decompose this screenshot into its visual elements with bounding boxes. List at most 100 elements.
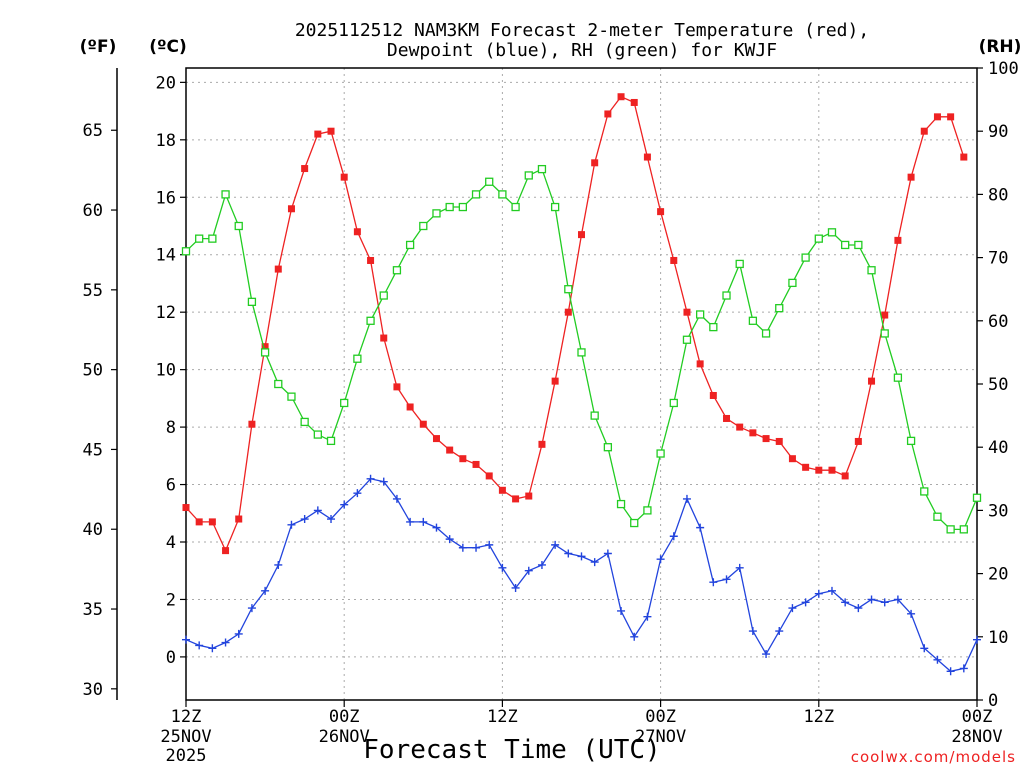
temperature-point [195, 518, 203, 526]
rh-point [735, 259, 744, 269]
rh-point [827, 228, 837, 237]
time-tick-label: 27NOV [635, 727, 686, 747]
rh-point [247, 297, 257, 306]
rh-tick-label: 40 [988, 438, 1008, 458]
rh-point [511, 202, 520, 212]
dewpoint-point [603, 549, 612, 558]
temperature-point [274, 265, 282, 273]
temperature-point [459, 455, 467, 463]
dewpoint-point [867, 595, 876, 604]
temperature-point [670, 256, 678, 264]
temperature-point [564, 308, 572, 316]
rh-point [722, 291, 731, 300]
chart-title-line1: 2025112512 NAM3KM Forecast 2-meter Tempe… [295, 20, 869, 41]
dewpoint-point [656, 555, 665, 564]
rh-point [458, 202, 468, 212]
fahrenheit-tick-label: 50 [83, 361, 103, 381]
temperature-point [327, 127, 335, 135]
dewpoint-point [195, 641, 204, 650]
dewpoint-point [577, 552, 586, 561]
temperature-point [788, 455, 796, 463]
temperature-point [538, 440, 546, 448]
temperature-point [828, 466, 836, 474]
rh-point [498, 190, 507, 199]
dewpoint-point [432, 523, 441, 532]
dewpoint-point [907, 609, 916, 618]
dewpoint-point [485, 540, 494, 549]
rh-point [603, 443, 613, 452]
rh-point [195, 234, 204, 243]
dewpoint-point [498, 563, 507, 572]
dewpoint-point [353, 489, 362, 498]
rh-point [643, 506, 652, 515]
rh-point [867, 266, 876, 275]
rh-tick-label: 80 [988, 185, 1008, 205]
temperature-point [815, 466, 823, 474]
temperature-point [630, 98, 638, 106]
rh-tick-label: 50 [988, 375, 1008, 395]
temperature-point [762, 435, 770, 443]
rh-point [181, 247, 191, 256]
dewpoint-point [827, 586, 836, 595]
rh-point [313, 430, 322, 439]
rh-point [920, 487, 929, 496]
dewpoint-point [379, 477, 388, 486]
celsius-tick-label: 14 [156, 246, 176, 266]
dewpoint-point [682, 494, 691, 503]
temperature-point [920, 127, 928, 135]
series-layer [181, 93, 982, 676]
rh-point [326, 436, 336, 446]
rh-point [366, 316, 375, 325]
temperature-point [498, 486, 506, 494]
rh-point [682, 335, 692, 344]
dewpoint-point [709, 578, 718, 587]
dewpoint-point [630, 632, 639, 641]
dewpoint-point [735, 563, 744, 572]
dewpoint-point [775, 627, 784, 636]
time-tick-label: 00Z [329, 707, 360, 727]
dewpoint-point [748, 627, 757, 636]
temperature-point [578, 231, 585, 239]
dewpoint-point [854, 604, 863, 613]
time-tick-label: 12Z [487, 707, 518, 727]
dewpoint-point [524, 566, 533, 575]
rh-point [208, 234, 217, 243]
rh-point [485, 177, 494, 186]
rh-tick-label: 70 [988, 249, 1008, 269]
rh-point [432, 209, 441, 218]
temperature-point [933, 113, 941, 121]
rh-point [906, 436, 916, 446]
rh-tick-label: 60 [988, 312, 1008, 332]
series-line [185, 478, 978, 673]
series-rh [181, 164, 982, 534]
rh-point [537, 164, 547, 174]
celsius-tick-label: 4 [166, 533, 176, 553]
temperature-point [446, 446, 454, 454]
dewpoint-point [511, 583, 520, 592]
temperature-point [723, 414, 731, 422]
temperature-point [907, 173, 915, 181]
time-tick-label: 28NOV [951, 727, 1002, 747]
temperature-point [960, 153, 968, 161]
temperature-point [604, 110, 612, 118]
fahrenheit-unit-label: (ºF) [80, 37, 117, 57]
dewpoint-point [287, 520, 296, 529]
rh-tick-label: 30 [988, 501, 1008, 521]
watermark: coolwx.com/models [851, 748, 1016, 766]
rh-point [854, 240, 863, 250]
rh-tick-label: 100 [988, 59, 1019, 79]
dewpoint-point [841, 598, 850, 607]
dewpoint-point [762, 650, 771, 659]
dewpoint-point [221, 638, 230, 647]
rh-point [392, 266, 402, 275]
dewpoint-point [564, 549, 573, 558]
rh-tick-label: 90 [988, 122, 1008, 142]
time-tick-label: 2025 [166, 746, 207, 766]
rh-point [814, 234, 823, 243]
fahrenheit-tick-label: 30 [83, 680, 103, 700]
rh-point [577, 348, 586, 357]
rh-point [471, 190, 481, 199]
rh-tick-label: 20 [988, 565, 1008, 585]
rh-point [656, 449, 665, 458]
